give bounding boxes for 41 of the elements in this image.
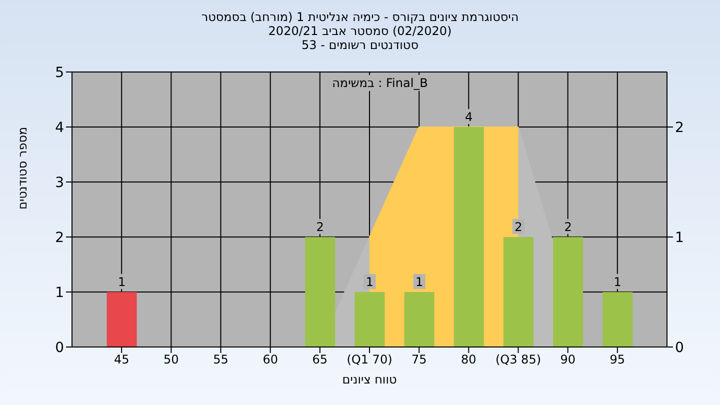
bar <box>354 292 385 347</box>
x-tick-label: 90 <box>560 352 576 367</box>
x-tick-label: 55 <box>213 352 228 367</box>
bar <box>454 127 484 347</box>
data-label: 2 <box>564 220 572 234</box>
x-tick-label: 95 <box>610 352 626 367</box>
data-label: 2 <box>514 220 522 234</box>
y-tick-label: 5 <box>55 64 64 81</box>
x-axis-title: טווח ציונים <box>342 372 397 387</box>
data-label: 2 <box>316 220 324 234</box>
data-label: 1 <box>118 275 126 289</box>
bar <box>602 292 633 347</box>
bar <box>106 292 137 347</box>
x-tick-label: (Q3 85) <box>495 352 542 367</box>
x-tick-label: 60 <box>262 352 278 367</box>
y-tick-label: 1 <box>55 284 64 301</box>
chart-subtitle: סטודנטים רשומים - 53 <box>300 38 420 52</box>
x-tick-label: 45 <box>114 352 130 367</box>
y-tick-label: 3 <box>55 174 64 191</box>
bar <box>305 237 336 347</box>
bar <box>553 237 584 347</box>
data-label: 1 <box>366 275 374 289</box>
y-tick-label: 2 <box>55 230 64 246</box>
y2-tick-label: 0 <box>675 340 684 356</box>
bar <box>404 292 434 347</box>
data-label: 1 <box>415 275 424 289</box>
x-tick-label: (Q1 70) <box>346 352 392 367</box>
x-tick-label: 50 <box>164 352 179 367</box>
x-tick-label: 75 <box>411 352 427 367</box>
y-tick-label: 0 <box>55 340 64 356</box>
y-axis-title: מספר סטודנטים <box>15 126 30 210</box>
data-label: 4 <box>465 110 473 124</box>
bar <box>503 237 534 347</box>
x-tick-label: 80 <box>461 352 476 367</box>
data-label: 1 <box>614 275 622 289</box>
annotation: במשימה : Final_B <box>329 75 431 91</box>
y2-tick-label: 1 <box>675 230 684 246</box>
x-tick-label: 65 <box>312 352 328 367</box>
y-tick-label: 4 <box>55 120 64 136</box>
y2-tick-label: 2 <box>675 120 684 136</box>
chart-title: היסטוגרמת ציונים בקורס - כימיה אנליטית 1 (מורחב) בסמסטר (02/2020) סמסטר אביב 2020/21 <box>200 10 520 38</box>
